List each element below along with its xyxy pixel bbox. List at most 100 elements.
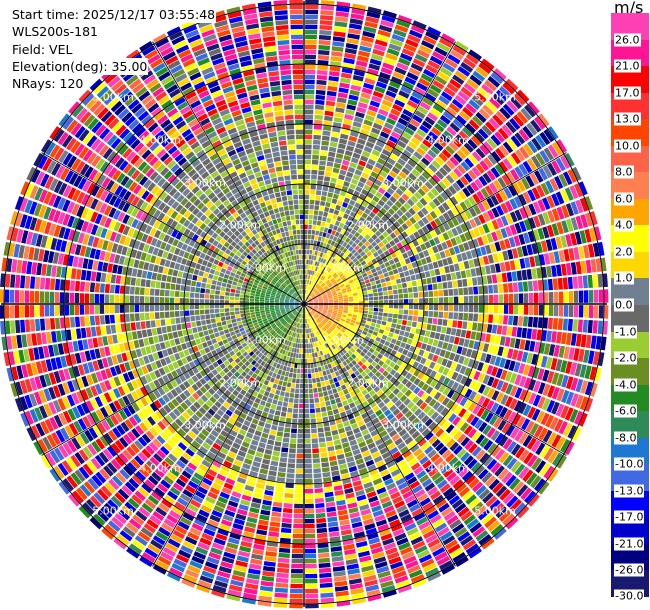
gate-cell xyxy=(429,370,437,379)
gate-cell xyxy=(378,304,384,308)
gate-cell xyxy=(556,388,565,402)
gate-cell xyxy=(311,373,316,378)
gate-cell xyxy=(353,306,359,310)
gate-cell xyxy=(413,512,426,522)
gate-cell xyxy=(307,333,310,339)
gate-cell xyxy=(463,304,469,312)
gate-cell xyxy=(408,414,417,422)
gate-cell xyxy=(316,522,327,528)
gate-cell xyxy=(372,551,385,560)
gate-cell xyxy=(382,473,392,482)
gate-cell xyxy=(340,328,346,333)
gate-cell xyxy=(415,328,421,335)
gate-cell xyxy=(315,412,322,418)
gate-cell xyxy=(453,430,463,441)
gate-cell xyxy=(499,336,506,346)
gate-cell xyxy=(356,331,362,336)
gate-cell xyxy=(505,371,513,382)
gate-cell xyxy=(200,288,206,294)
gate-cell xyxy=(455,373,463,383)
gate-cell xyxy=(249,298,255,302)
gate-cell xyxy=(477,361,484,372)
gate-cell xyxy=(124,304,130,313)
gate-cell xyxy=(300,338,302,344)
gate-cell xyxy=(513,304,519,315)
gate-cell xyxy=(301,328,303,334)
gate-cell xyxy=(354,453,363,461)
gate-cell xyxy=(104,304,110,314)
gate-cell xyxy=(298,338,301,344)
gate-cell xyxy=(502,454,514,467)
gate-cell xyxy=(401,320,407,326)
gate-cell xyxy=(397,481,408,491)
gate-cell xyxy=(272,399,278,405)
gate-cell xyxy=(385,509,397,518)
gate-cell xyxy=(326,313,332,316)
gate-cell xyxy=(330,399,336,405)
gate-cell xyxy=(404,410,413,419)
gate-cell xyxy=(458,355,465,365)
gate-cell xyxy=(324,325,329,330)
gate-cell xyxy=(448,456,459,467)
gate-cell xyxy=(489,355,497,365)
gate-cell xyxy=(278,395,284,402)
gate-cell xyxy=(211,323,217,329)
gate-cell xyxy=(457,320,463,329)
gate-cell xyxy=(419,497,431,507)
gate-cell xyxy=(546,330,552,342)
gate-cell xyxy=(364,393,371,400)
gate-cell xyxy=(265,402,272,408)
gate-cell xyxy=(312,357,317,363)
gate-cell xyxy=(172,331,179,339)
gate-cell xyxy=(463,514,476,526)
gate-cell xyxy=(254,306,260,309)
gate-cell xyxy=(584,397,594,412)
gate-cell xyxy=(404,472,415,481)
gate-cell xyxy=(323,318,328,323)
gate-cell xyxy=(257,208,263,215)
gate-cell xyxy=(278,462,287,468)
gate-cell xyxy=(292,528,304,534)
gate-cell xyxy=(388,304,394,309)
gate-cell xyxy=(438,384,446,393)
gate-cell xyxy=(261,575,275,582)
gate-cell xyxy=(210,284,216,290)
gate-cell xyxy=(477,509,491,521)
gate-cell xyxy=(129,295,135,304)
gate-cell xyxy=(286,412,293,418)
gate-cell xyxy=(362,348,368,354)
gate-cell xyxy=(364,367,371,374)
gate-cell xyxy=(317,310,322,313)
gate-cell xyxy=(340,373,346,379)
gate-cell xyxy=(387,442,396,451)
gate-cell xyxy=(453,312,459,320)
gate-cell xyxy=(455,384,464,394)
gate-cell xyxy=(278,547,291,553)
gate-cell xyxy=(317,366,322,372)
gate-cell xyxy=(335,318,340,322)
gate-cell xyxy=(9,289,15,303)
gate-cell xyxy=(10,274,16,288)
gate-cell xyxy=(519,389,528,401)
gate-cell xyxy=(314,320,318,326)
gate-cell xyxy=(320,321,325,326)
gate-cell xyxy=(506,495,519,508)
gate-cell xyxy=(405,372,413,380)
gate-cell xyxy=(423,304,429,310)
gate-cell xyxy=(419,474,430,484)
gate-cell xyxy=(433,363,441,372)
gate-cell xyxy=(65,279,71,291)
gate-cell xyxy=(296,463,304,469)
gate-cell xyxy=(374,561,388,569)
gate-cell xyxy=(347,397,354,404)
gate-cell xyxy=(274,223,279,230)
gate-cell xyxy=(197,257,204,265)
gate-cell xyxy=(276,572,289,578)
gate-cell xyxy=(357,354,363,360)
gate-cell xyxy=(316,527,328,533)
gate-cell xyxy=(281,517,292,524)
gate-cell xyxy=(343,446,352,453)
gate-cell xyxy=(257,197,265,204)
gate-cell xyxy=(362,313,368,318)
gate-cell xyxy=(450,328,457,336)
